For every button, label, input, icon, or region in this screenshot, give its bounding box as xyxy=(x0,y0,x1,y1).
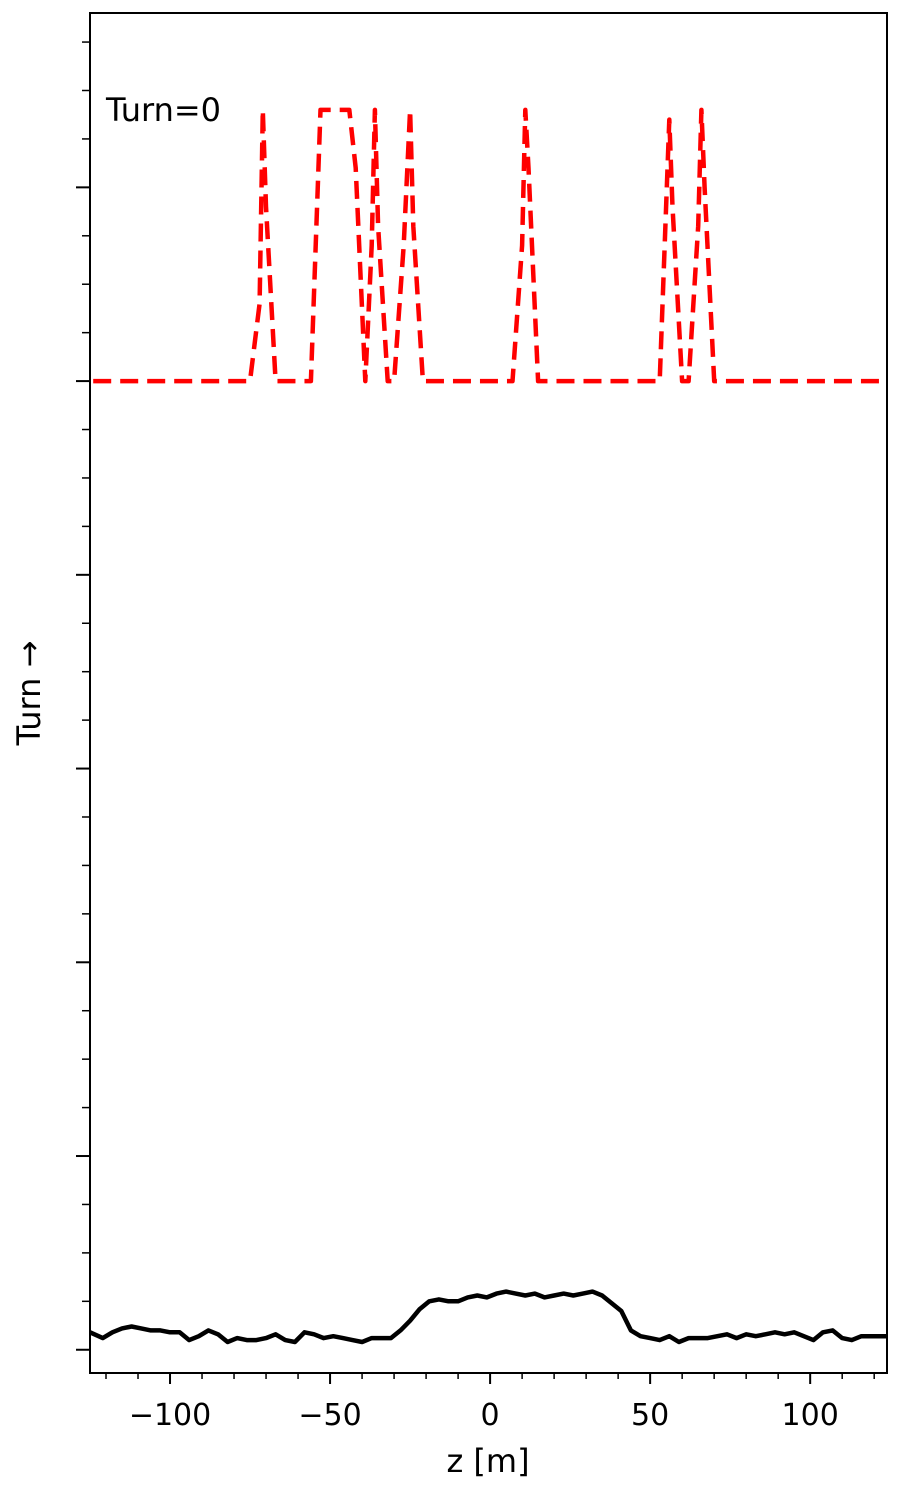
x-tick-label: 0 xyxy=(481,1398,500,1433)
x-tick-label: −50 xyxy=(298,1398,361,1433)
x-axis-label: z [m] xyxy=(446,1442,529,1480)
series-line-1 xyxy=(89,1289,887,1345)
y-axis-label: Turn → xyxy=(10,641,48,747)
plot-frame xyxy=(89,12,888,1374)
x-tick-label: 50 xyxy=(631,1398,669,1433)
series-layer xyxy=(89,107,887,1345)
x-tick-label: −100 xyxy=(129,1398,211,1433)
x-tick-label: 100 xyxy=(782,1398,839,1433)
ticks-layer: −100 −50 0 50 100 xyxy=(76,41,875,1433)
annotation-turn-label: Turn=0 xyxy=(105,91,221,129)
series-line-0 xyxy=(93,107,881,384)
